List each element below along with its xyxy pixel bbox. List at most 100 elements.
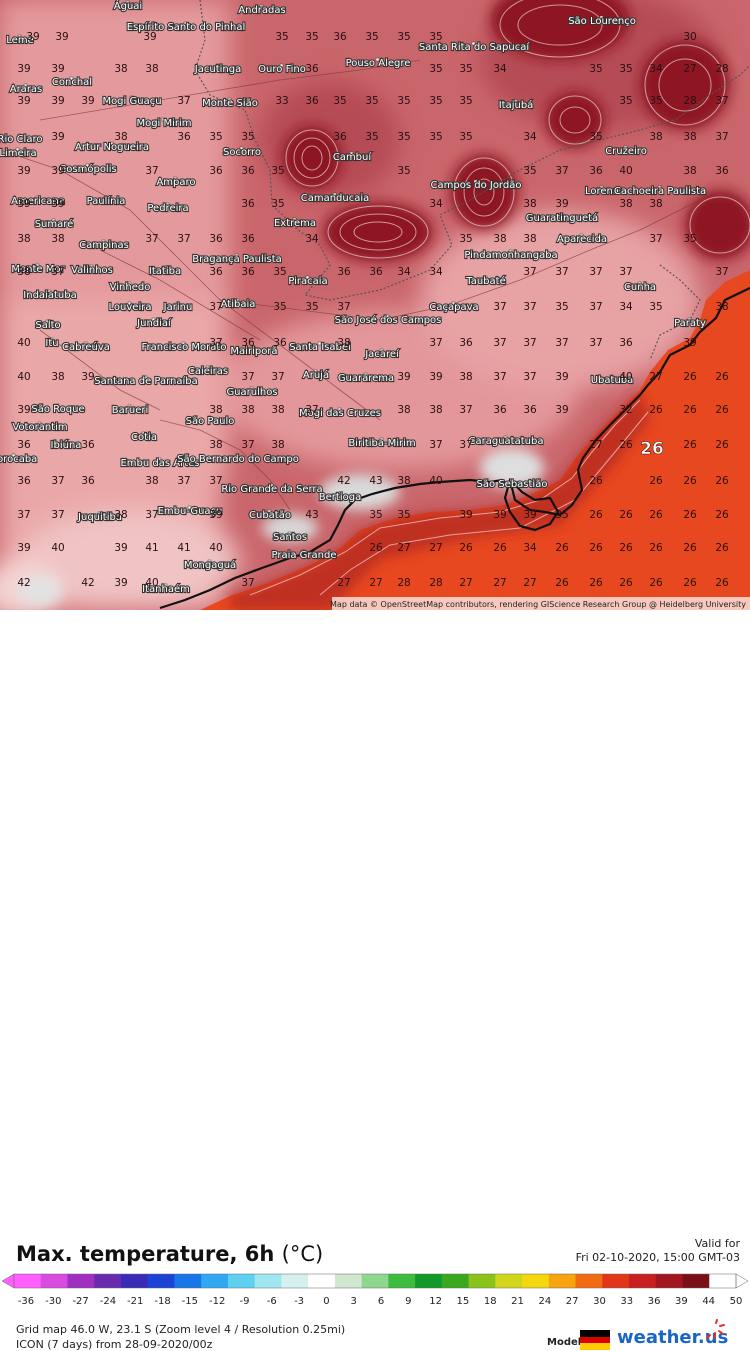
city-label[interactable]: Guaratinguetá xyxy=(525,211,600,225)
city-label[interactable]: Santa Rita do Sapucaí xyxy=(418,40,532,54)
city-label[interactable]: Rio Claro xyxy=(0,133,44,146)
city-label[interactable]: Sorocaba xyxy=(0,453,38,466)
city-label[interactable]: Indaiatuba xyxy=(22,289,78,302)
scale-swatch xyxy=(201,1274,229,1288)
city-label[interactable]: Itu xyxy=(44,337,59,350)
city-label[interactable]: Ubatuba xyxy=(590,374,635,387)
city-label[interactable]: Pedreira xyxy=(146,202,189,215)
city-label[interactable]: Bragança Paulista xyxy=(191,253,283,266)
city-label[interactable]: Lorena xyxy=(584,185,620,198)
city-label[interactable]: Mongaguá xyxy=(183,558,238,572)
city-label[interactable]: Limeira xyxy=(0,147,38,160)
city-label[interactable]: Salto xyxy=(34,319,61,332)
temperature-value: 38 xyxy=(523,198,536,210)
city-label[interactable]: Embu-Guaçu xyxy=(157,505,224,518)
city-label[interactable]: Socorro xyxy=(222,146,262,159)
city-label[interactable]: Mogi das Cruzes xyxy=(298,407,382,420)
city-label[interactable]: Itatiba xyxy=(148,265,182,278)
city-label[interactable]: Monte Sião xyxy=(201,97,259,110)
city-label[interactable]: São Bernardo do Campo xyxy=(176,453,300,466)
city-label[interactable]: Conchal xyxy=(51,76,93,89)
city-label[interactable]: Cabreúva xyxy=(61,340,111,354)
city-label[interactable]: Juquitiba xyxy=(76,511,123,524)
city-label[interactable]: Mogi Guaçu xyxy=(101,95,162,108)
city-label[interactable]: Mogi Mirim xyxy=(135,117,192,130)
city-label[interactable]: Pouso Alegre xyxy=(344,57,411,70)
temperature-value: 37 xyxy=(241,577,254,589)
city-label[interactable]: Cunha xyxy=(623,281,657,294)
city-label[interactable]: Caraguatatuba xyxy=(467,435,544,448)
city-label[interactable]: Araras xyxy=(9,83,44,96)
city-label[interactable]: Jacutinga xyxy=(193,63,243,76)
city-label[interactable]: Sumaré xyxy=(34,217,75,231)
temperature-value: 26 xyxy=(683,371,697,383)
city-label[interactable]: Paraty xyxy=(673,317,707,330)
city-label[interactable]: Cosmópolis xyxy=(58,162,118,176)
city-label[interactable]: Itajubá xyxy=(498,98,535,112)
city-label[interactable]: São José dos Campos xyxy=(334,313,443,327)
city-label[interactable]: Francisco Morato xyxy=(140,341,227,354)
city-label[interactable]: Guararema xyxy=(337,372,396,385)
city-label[interactable]: Jarinu xyxy=(162,301,194,314)
city-label[interactable]: São Roque xyxy=(30,403,85,416)
city-label[interactable]: Piracaia xyxy=(287,275,329,288)
city-label[interactable]: Cruzeiro xyxy=(604,145,648,158)
city-label[interactable]: Arujá xyxy=(302,368,330,382)
city-label[interactable]: Embu das Artes xyxy=(119,457,200,470)
city-label[interactable]: Itanhaém xyxy=(141,582,191,596)
city-label[interactable]: Caçapava xyxy=(428,301,479,314)
city-label[interactable]: Pindamonhangaba xyxy=(463,249,559,262)
city-label[interactable]: Barueri xyxy=(111,404,150,417)
city-label[interactable]: Caieiras xyxy=(187,365,229,378)
city-label[interactable]: Paulínia xyxy=(85,194,126,208)
temperature-value: 40 xyxy=(619,371,632,383)
city-label[interactable]: Cachoeira Paulista xyxy=(613,185,707,198)
city-label[interactable]: Ouro Fino xyxy=(257,63,307,76)
city-marker xyxy=(379,348,384,353)
temperature-value: 38 xyxy=(683,165,696,177)
temperature-value: 38 xyxy=(114,131,127,143)
city-label[interactable]: Aparecida xyxy=(556,233,608,246)
city-marker xyxy=(127,404,132,409)
temperature-map[interactable]: Águai Espírito Santo do Pinhal Andradas São… xyxy=(0,0,750,610)
city-label[interactable]: Vinhedo xyxy=(109,281,152,294)
city-label[interactable]: Espírito Santo do Pinhal xyxy=(126,20,247,34)
city-label[interactable]: Taubaté xyxy=(464,274,507,288)
city-label[interactable]: Valinhos xyxy=(70,264,114,277)
city-label[interactable]: Cubatão xyxy=(248,509,292,522)
city-label[interactable]: Jundiaí xyxy=(135,316,173,330)
city-label[interactable]: Leme xyxy=(5,34,35,47)
city-label[interactable]: Extrema xyxy=(273,217,317,230)
city-label[interactable]: Camanducaia xyxy=(300,192,371,205)
city-label[interactable]: Atibaia xyxy=(220,298,257,311)
temperature-value: 39 xyxy=(114,542,127,554)
city-label[interactable]: São Sebastião xyxy=(475,478,548,491)
city-label[interactable]: Artur Nogueira xyxy=(74,141,150,154)
temperature-value: 26 xyxy=(619,509,633,521)
city-label[interactable]: Guarulhos xyxy=(225,386,278,399)
city-label[interactable]: Jacareí xyxy=(363,347,401,361)
city-label[interactable]: Águai xyxy=(113,0,144,13)
city-label[interactable]: Santos xyxy=(272,531,308,544)
scale-swatch xyxy=(709,1274,737,1288)
city-label[interactable]: Bertioga xyxy=(318,491,363,504)
city-label[interactable]: São Paulo xyxy=(185,415,236,428)
city-label[interactable]: Ibiúna xyxy=(49,438,82,452)
city-label[interactable]: Amparo xyxy=(155,176,196,189)
city-label[interactable]: Mairiporã xyxy=(229,345,278,358)
city-label[interactable]: Campos do Jordão xyxy=(429,179,522,192)
city-label[interactable]: Louveira xyxy=(107,301,152,314)
city-label[interactable]: Rio Grande da Serra xyxy=(220,483,324,496)
city-label[interactable]: Campinas xyxy=(78,239,130,252)
city-label[interactable]: Votorantim xyxy=(11,421,68,434)
city-label[interactable]: Cotia xyxy=(130,431,158,444)
city-label[interactable]: Americana xyxy=(10,195,66,208)
city-label[interactable]: Santana de Parnaíba xyxy=(93,374,199,388)
city-label[interactable]: Monte Mor xyxy=(10,263,66,276)
city-label[interactable]: São Lourenço xyxy=(567,15,637,28)
city-label[interactable]: Praia Grande xyxy=(270,549,337,562)
city-label[interactable]: Andradas xyxy=(237,4,287,17)
city-label[interactable]: Biritiba-Mirim xyxy=(347,437,417,450)
city-label[interactable]: Cambuí xyxy=(332,150,374,164)
city-label[interactable]: Santa Isabel xyxy=(288,341,352,354)
